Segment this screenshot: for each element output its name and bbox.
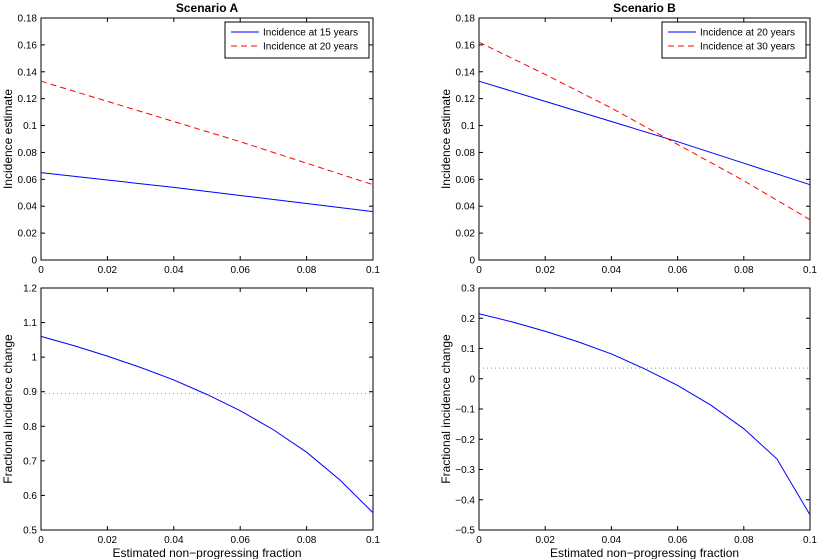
y-axis-label: Incidence estimate (439, 89, 453, 189)
x-tick-label: 0 (38, 535, 44, 546)
x-tick-label: 0.04 (602, 265, 622, 276)
y-tick-label: −0.5 (455, 526, 475, 537)
x-tick-label: 0.02 (535, 535, 555, 546)
y-tick-label: 0.08 (18, 148, 38, 159)
y-axis-label: Fractional incidence change (1, 334, 15, 484)
x-tick-label: 0.1 (803, 265, 817, 276)
legend-box (224, 21, 370, 59)
y-tick-label: 0 (469, 374, 475, 385)
x-tick-label: 0.06 (668, 535, 688, 546)
y-tick-label: 0.8 (23, 422, 37, 433)
y-tick-label: 1.2 (23, 284, 37, 295)
y-tick-label: −0.2 (455, 435, 475, 446)
y-tick-label: 0.04 (18, 202, 38, 213)
legend-label-2: Incidence at 30 years (700, 42, 795, 53)
y-tick-label: −0.3 (455, 465, 475, 476)
plot-area (478, 287, 811, 531)
y-tick-label: 0.14 (456, 67, 476, 78)
legend: Incidence at 15 years Incidence at 20 yea… (224, 21, 370, 59)
x-tick-label: 0 (38, 265, 44, 276)
y-tick-label: 0.16 (456, 40, 476, 51)
y-tick-label: 0.14 (18, 67, 38, 78)
legend: Incidence at 20 years Incidence at 30 yea… (661, 21, 807, 59)
y-tick-label: 0.06 (18, 175, 38, 186)
y-axis-label: Fractional incidence change (439, 334, 453, 484)
legend-label-1: Incidence at 20 years (700, 28, 795, 39)
legend-label-2: Incidence at 20 years (263, 42, 358, 53)
x-tick-label: 0.06 (668, 265, 688, 276)
series-line-1 (478, 80, 811, 186)
series-line-2 (40, 80, 374, 186)
y-tick-label: 0.5 (23, 526, 37, 537)
legend-label-1: Incidence at 15 years (263, 28, 358, 39)
panel-title: Scenario A (176, 1, 239, 15)
y-axis-label: Incidence estimate (1, 89, 15, 189)
y-tick-label: 0.18 (456, 14, 476, 25)
x-tick-label: 0.02 (535, 265, 555, 276)
x-tick-label: 0.1 (366, 535, 380, 546)
panel-top-left: 0 0.02 0.04 0.06 0.08 0.1 0 0.02 0.04 0.06 0.08 0.1… (1, 1, 380, 276)
panel-bottom-left: 0 0.02 0.04 0.06 0.08 0.1 0.5 0.6 0.7 0.8 0.9 1 1.1 1… (1, 284, 380, 559)
y-tick-label: 0 (31, 256, 37, 267)
y-tick-label: −0.4 (455, 495, 475, 506)
y-tick-label: 0.9 (23, 387, 37, 398)
x-tick-label: 0.02 (98, 535, 118, 546)
y-tick-label: 1 (31, 353, 37, 364)
x-tick-label: 0.06 (230, 535, 250, 546)
x-tick-label: 0.02 (98, 265, 118, 276)
x-tick-label: 0.06 (230, 265, 250, 276)
y-tick-label: 0.12 (18, 94, 38, 105)
x-tick-label: 0.1 (803, 535, 817, 546)
plot-area (40, 287, 374, 531)
y-tick-label: 0.12 (456, 94, 476, 105)
y-tick-label: 0.6 (23, 491, 37, 502)
y-tick-label: 0.06 (456, 175, 476, 186)
y-tick-label: 0.1 (461, 344, 475, 355)
x-tick-label: 0.08 (734, 535, 754, 546)
x-tick-label: 0 (476, 265, 482, 276)
series-line-2 (478, 41, 811, 221)
x-tick-label: 0.04 (602, 535, 622, 546)
legend-box (661, 21, 807, 59)
x-tick-label: 0.08 (297, 265, 317, 276)
series-line-1 (40, 335, 374, 514)
y-tick-label: −0.1 (455, 405, 475, 416)
x-axis-label: Estimated non−progressing fraction (550, 546, 739, 559)
panel-bottom-right: 0 0.02 0.04 0.06 0.08 0.1 −0.5 −0.4 −0.3 −0.2 −0.1… (439, 284, 817, 559)
y-tick-label: 0.1 (23, 121, 37, 132)
x-tick-label: 0.08 (734, 265, 754, 276)
y-tick-label: 0.18 (18, 14, 38, 25)
y-tick-label: 1.1 (23, 318, 37, 329)
y-tick-label: 0.02 (456, 229, 476, 240)
y-tick-label: 0.3 (461, 284, 475, 295)
x-axis-label: Estimated non−progressing fraction (112, 546, 301, 559)
y-tick-label: 0 (469, 256, 475, 267)
panel-title: Scenario B (613, 1, 676, 15)
x-tick-label: 0.08 (297, 535, 317, 546)
x-tick-label: 0.1 (366, 265, 380, 276)
series-line-1 (478, 313, 811, 516)
y-tick-label: 0.1 (461, 121, 475, 132)
y-tick-label: 0.16 (18, 40, 38, 51)
y-tick-label: 0.02 (18, 229, 38, 240)
x-tick-label: 0.04 (164, 535, 184, 546)
y-tick-label: 0.04 (456, 202, 476, 213)
y-tick-label: 0.08 (456, 148, 476, 159)
y-tick-label: 0.2 (461, 314, 475, 325)
x-tick-label: 0 (476, 535, 482, 546)
panel-top-right: 0 0.02 0.04 0.06 0.08 0.1 0 0.02 0.04 0.06 0.08 0.1… (439, 1, 817, 276)
x-tick-label: 0.04 (164, 265, 184, 276)
y-tick-label: 0.7 (23, 456, 37, 467)
series-line-1 (40, 172, 374, 213)
